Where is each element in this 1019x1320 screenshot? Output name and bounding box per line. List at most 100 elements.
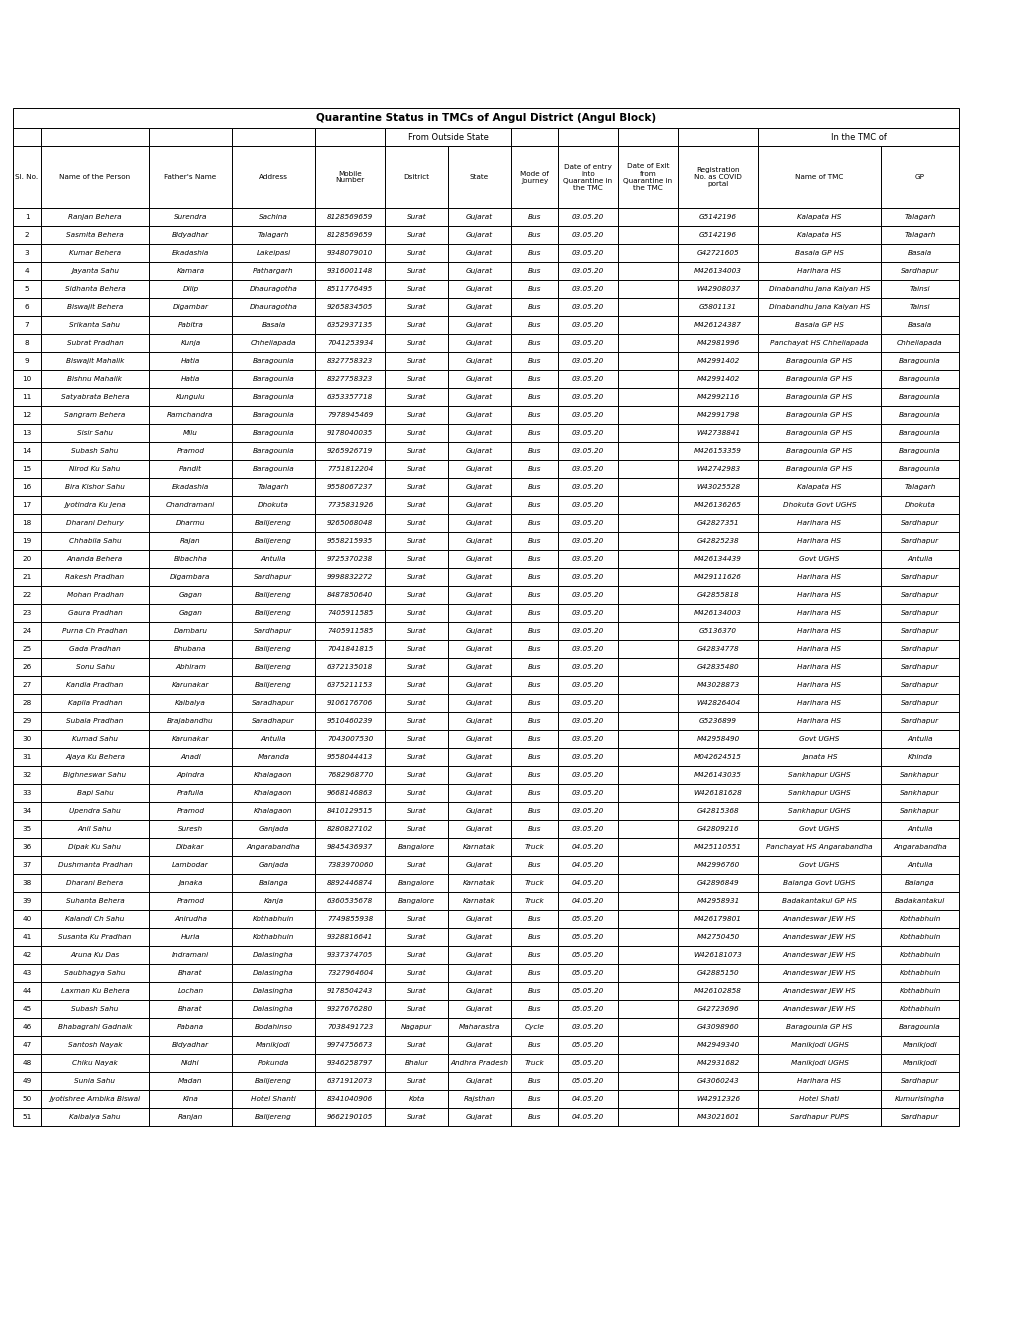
Bar	[41, 1107, 149, 1126]
Bar	[618, 261, 678, 280]
Bar	[315, 334, 384, 352]
Bar	[757, 388, 880, 407]
Bar	[447, 128, 511, 147]
Bar	[511, 532, 557, 550]
Text: Gujarat: Gujarat	[466, 376, 492, 381]
Text: Gujarat: Gujarat	[466, 862, 492, 869]
Bar	[511, 803, 557, 820]
Text: 03.05.20: 03.05.20	[572, 1024, 603, 1030]
Bar	[757, 568, 880, 586]
Bar	[678, 605, 757, 622]
Text: 04.05.20: 04.05.20	[572, 862, 603, 869]
Text: 47: 47	[22, 1041, 32, 1048]
Bar	[149, 1036, 231, 1053]
Text: W42912326: W42912326	[695, 1096, 740, 1102]
Bar	[41, 766, 149, 784]
Bar	[618, 1107, 678, 1126]
Bar	[618, 298, 678, 315]
Bar	[511, 1001, 557, 1018]
Text: Baragounia: Baragounia	[253, 430, 294, 436]
Text: Bishnu Mahalik: Bishnu Mahalik	[67, 376, 122, 381]
Bar	[149, 838, 231, 855]
Text: Surat: Surat	[407, 772, 426, 777]
Text: Susanta Ku Pradhan: Susanta Ku Pradhan	[58, 935, 131, 940]
Text: W42826404: W42826404	[695, 700, 740, 706]
Bar	[757, 694, 880, 711]
Bar	[757, 1090, 880, 1107]
Text: 9662190105: 9662190105	[326, 1114, 373, 1119]
Bar	[511, 676, 557, 694]
Text: Bus: Bus	[527, 952, 541, 958]
Text: Kothabhuin: Kothabhuin	[899, 916, 940, 921]
Bar	[13, 280, 41, 298]
Bar	[447, 874, 511, 892]
Bar	[231, 657, 315, 676]
Text: Surat: Surat	[407, 916, 426, 921]
Bar	[447, 676, 511, 694]
Bar	[149, 748, 231, 766]
Text: 37: 37	[22, 862, 32, 869]
Text: Bus: Bus	[527, 935, 541, 940]
Bar	[13, 838, 41, 855]
Bar	[757, 496, 880, 513]
Text: M042624515: M042624515	[693, 754, 741, 760]
Text: Gujarat: Gujarat	[466, 789, 492, 796]
Bar	[231, 442, 315, 459]
Bar	[618, 676, 678, 694]
Text: 7043007530: 7043007530	[326, 737, 373, 742]
Text: M42981996: M42981996	[696, 341, 739, 346]
Bar	[880, 244, 958, 261]
Bar	[557, 1001, 618, 1018]
Bar	[149, 550, 231, 568]
Bar	[557, 803, 618, 820]
Text: Badakantakul GP HS: Badakantakul GP HS	[782, 898, 856, 904]
Text: Bus: Bus	[527, 341, 541, 346]
Text: M426136265: M426136265	[693, 502, 741, 508]
Bar	[384, 1053, 447, 1072]
Bar	[557, 964, 618, 982]
Text: Bus: Bus	[527, 484, 541, 490]
Bar	[447, 352, 511, 370]
Bar	[149, 586, 231, 605]
Bar	[678, 1036, 757, 1053]
Bar	[557, 280, 618, 298]
Text: Harihara HS: Harihara HS	[797, 574, 841, 579]
Bar	[618, 478, 678, 496]
Bar	[41, 147, 149, 209]
Text: 03.05.20: 03.05.20	[572, 430, 603, 436]
Bar	[315, 964, 384, 982]
Text: Surat: Surat	[407, 645, 426, 652]
Bar	[880, 766, 958, 784]
Text: 9337374705: 9337374705	[326, 952, 373, 958]
Text: Balijereng: Balijereng	[255, 645, 291, 652]
Text: 38: 38	[22, 880, 32, 886]
Bar	[618, 550, 678, 568]
Text: Balanga: Balanga	[259, 880, 288, 886]
Bar	[149, 766, 231, 784]
Bar	[384, 982, 447, 1001]
Text: Gujarat: Gujarat	[466, 214, 492, 220]
Bar	[678, 1053, 757, 1072]
Bar	[384, 370, 447, 388]
Bar	[384, 586, 447, 605]
Bar	[511, 820, 557, 838]
Bar	[511, 1053, 557, 1072]
Text: Govt UGHS: Govt UGHS	[799, 862, 839, 869]
Text: 03.05.20: 03.05.20	[572, 214, 603, 220]
Bar	[149, 459, 231, 478]
Bar	[447, 766, 511, 784]
Bar	[880, 1107, 958, 1126]
Bar	[231, 766, 315, 784]
Text: Bodahinso: Bodahinso	[255, 1024, 292, 1030]
Bar	[13, 388, 41, 407]
Text: W426181073: W426181073	[693, 952, 742, 958]
Text: 13: 13	[22, 430, 32, 436]
Bar	[618, 280, 678, 298]
Text: 51: 51	[22, 1114, 32, 1119]
Bar	[757, 748, 880, 766]
Bar	[231, 622, 315, 640]
Text: Balijereng: Balijereng	[255, 591, 291, 598]
Bar	[315, 640, 384, 657]
Bar	[447, 1107, 511, 1126]
Bar	[757, 550, 880, 568]
